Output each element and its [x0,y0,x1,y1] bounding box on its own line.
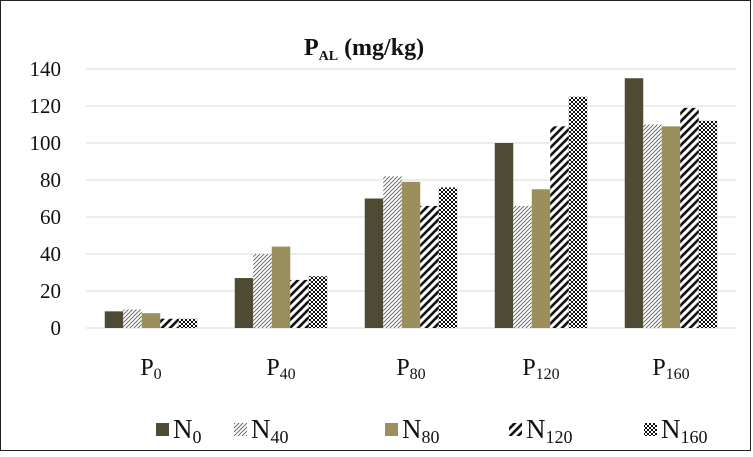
x-tick-label: P0 [140,355,161,383]
y-tick-label: 0 [51,316,62,340]
bar-n40-p80 [383,176,402,328]
bar-n80-p120 [531,189,551,328]
bar-n80-p160 [661,126,681,328]
bar-n80-p40 [271,246,291,328]
y-tick-label: 100 [30,131,62,155]
bar-n120-p120 [550,126,569,328]
legend-swatch [234,423,247,436]
chart-title: PAL (mg/kg) [304,35,424,64]
bar-n40-p120 [513,205,532,328]
legend-label: N160 [661,414,708,447]
bar-n160-p0 [178,318,198,328]
bar-n40-p160 [643,124,662,328]
bar-n120-p160 [680,107,699,328]
y-tick-label: 40 [40,242,61,266]
y-tick-label: 20 [40,279,61,303]
bar-n80-p80 [401,181,421,328]
bar-n40-p0 [123,309,142,328]
legend-swatch [156,423,169,436]
bar-n160-p80 [438,187,458,328]
bar-n160-p160 [698,120,718,328]
x-tick-label: P40 [266,355,295,383]
bar-n0-p160 [624,78,644,328]
x-axis: P0 P40 P80 P120 P160 [140,355,689,383]
legend-label: N40 [251,414,289,447]
y-axis: 0 20 40 60 80 100 120 140 [30,57,62,340]
bar-n0-p120 [494,143,514,328]
y-tick-label: 60 [40,205,61,229]
y-tick-label: 80 [40,168,61,192]
bar-n120-p80 [420,205,439,328]
legend-label: N120 [526,414,573,447]
legend: N0 N40 N80 N120 N160 [156,414,708,447]
x-tick-label: P80 [396,355,425,383]
legend-swatch [644,423,657,436]
bar-n120-p40 [290,279,309,328]
bar-n80-p0 [141,313,161,328]
bar-n0-p0 [104,311,124,328]
x-tick-label: P160 [652,355,689,383]
bar-n160-p40 [308,276,328,328]
y-tick-label: 120 [30,94,62,118]
bar-n160-p120 [568,96,588,328]
bars [104,78,718,328]
legend-label: N0 [173,414,202,447]
y-tick-label: 140 [30,57,62,81]
bar-n0-p40 [234,278,254,328]
bar-n40-p40 [253,254,272,328]
bar-n120-p0 [160,318,179,328]
bar-n0-p80 [364,198,384,328]
legend-label: N80 [402,414,440,447]
x-tick-label: P120 [522,355,559,383]
legend-swatch [385,423,398,436]
legend-swatch [509,423,522,436]
